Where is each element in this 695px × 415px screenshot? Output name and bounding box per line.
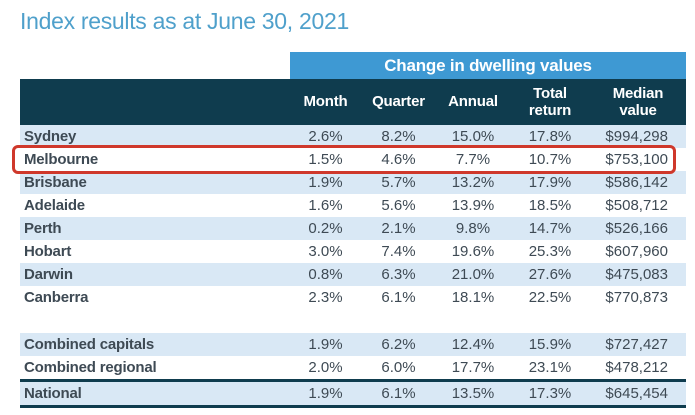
table-header: Month Quarter Annual Total return Median… [20,79,686,125]
row-label: Perth [20,217,290,240]
cell-month: 2.3% [308,289,343,306]
table-row: Brisbane 1.9% 5.7% 13.2% 17.9% $586,142 [20,171,686,194]
cell-quarter: 6.0% [381,359,416,376]
row-label: Darwin [20,263,290,286]
table-row: Darwin 0.8% 6.3% 21.0% 27.6% $475,083 [20,263,686,286]
cell-median-value: $508,712 [605,197,668,214]
header-annual: Annual [436,79,510,125]
header-quarter: Quarter [361,79,436,125]
header-median-value: Median value [590,79,686,125]
cell-month: 2.6% [290,125,361,148]
table-row: Adelaide 1.6% 5.6% 13.9% 18.5% $508,712 [20,194,686,217]
cell-median-value: $727,427 [590,333,686,356]
table-row: Combined capitals 1.9% 6.2% 12.4% 15.9% $727,… [20,333,686,356]
cell-annual: 13.2% [436,171,510,194]
cell-annual: 21.0% [436,263,510,286]
cell-annual: 19.6% [451,243,495,260]
cell-month: 2.0% [308,359,343,376]
cell-annual: 9.8% [436,217,510,240]
cell-annual: 17.7% [451,359,495,376]
header-corner-cell [20,79,290,125]
cell-median-value: $770,873 [605,289,668,306]
results-table: Month Quarter Annual Total return Median… [20,79,686,408]
cell-annual: 13.9% [451,197,495,214]
cell-quarter: 6.1% [381,289,416,306]
summary-rows-body: Combined capitals 1.9% 6.2% 12.4% 15.9% $727,… [20,333,686,408]
cell-annual: 13.5% [436,379,510,408]
cell-quarter: 4.6% [381,151,416,168]
cell-total-return: 25.3% [528,243,572,260]
group-header-label: Change in dwelling values [384,56,592,75]
table-row: Perth 0.2% 2.1% 9.8% 14.7% $526,166 [20,217,686,240]
cell-annual: 18.1% [451,289,495,306]
row-label: Sydney [20,125,290,148]
cell-median-value: $607,960 [605,243,668,260]
spacer-row [20,309,686,333]
cell-month: 1.9% [290,379,361,408]
cell-total-return: 14.7% [510,217,590,240]
cell-quarter: 7.4% [381,243,416,260]
cell-total-return: 15.9% [510,333,590,356]
cell-month: 0.2% [290,217,361,240]
spacer-cell [20,309,686,333]
cell-total-return: 18.5% [528,197,572,214]
city-rows-body: Sydney 2.6% 8.2% 15.0% 17.8% $994,298 Melbourn… [20,125,686,309]
cell-month: 3.0% [308,243,343,260]
cell-quarter: 6.2% [361,333,436,356]
spacer-body [20,309,686,333]
row-label: Combined regional [24,359,157,376]
cell-annual: 7.7% [455,151,491,168]
page-title: Index results as at June 30, 2021 [20,8,349,34]
cell-quarter: 6.3% [361,263,436,286]
cell-median-value: $994,298 [590,125,686,148]
table-row: Combined regional 2.0% 6.0% 17.7% 23.1% $478,… [20,356,686,381]
cell-total-return: 22.5% [528,289,572,306]
row-label: Brisbane [20,171,290,194]
cell-median-value: $753,100 [605,151,668,168]
cell-median-value: $478,212 [605,359,668,376]
cell-month: 1.9% [290,333,361,356]
table-row: Sydney 2.6% 8.2% 15.0% 17.8% $994,298 [20,125,686,148]
row-label: Adelaide [24,197,85,214]
cell-annual: 15.0% [436,125,510,148]
cell-total-return: 27.6% [510,263,590,286]
cell-median-value: $526,166 [590,217,686,240]
group-header-band: Change in dwelling values [290,52,686,79]
row-label: National [20,379,290,408]
row-label: Canberra [24,289,89,306]
cell-median-value: $475,083 [590,263,686,286]
cell-month: 1.9% [290,171,361,194]
cell-total-return: 17.3% [510,379,590,408]
cell-median-value: $645,454 [590,379,686,408]
row-label: Hobart [24,243,72,260]
cell-month: 0.8% [290,263,361,286]
cell-quarter: 5.7% [361,171,436,194]
cell-quarter: 8.2% [361,125,436,148]
cell-quarter: 5.6% [381,197,416,214]
cell-total-return: 23.1% [528,359,572,376]
cell-month: 1.5% [308,151,343,168]
cell-quarter: 6.1% [361,379,436,408]
row-label: Combined capitals [20,333,290,356]
cell-annual: 12.4% [436,333,510,356]
header-month: Month [290,79,361,125]
table-row: Hobart 3.0% 7.4% 19.6% 25.3% $607,960 [20,240,686,263]
table-row: National 1.9% 6.1% 13.5% 17.3% $645,454 [20,379,686,408]
cell-quarter: 2.1% [361,217,436,240]
header-total-return: Total return [510,79,590,125]
cell-total-return: 17.9% [510,171,590,194]
cell-total-return: 17.8% [510,125,590,148]
row-label: Melbourne [24,151,99,168]
cell-median-value: $586,142 [590,171,686,194]
cell-month: 1.6% [308,197,343,214]
table-row: Melbourne 1.5% 4.6% 7.7% 10.7% $753,100 [20,148,686,171]
cell-total-return: 10.7% [528,151,572,168]
table-row: Canberra 2.3% 6.1% 18.1% 22.5% $770,873 [20,286,686,309]
